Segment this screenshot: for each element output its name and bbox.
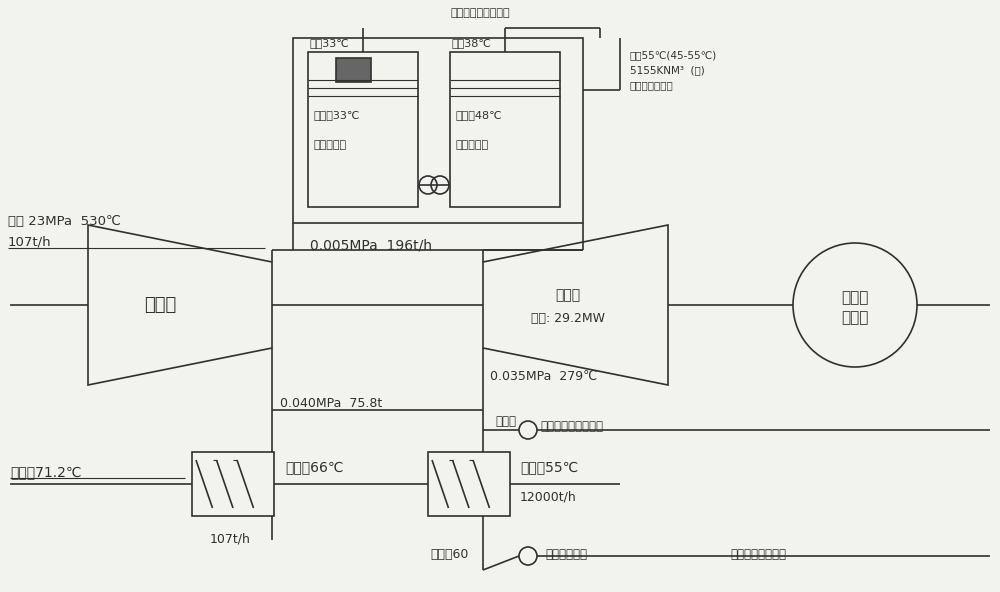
Text: 冷却水48℃: 冷却水48℃: [455, 110, 502, 120]
Text: 107t/h: 107t/h: [8, 235, 52, 248]
Text: 一级蒸发器: 一级蒸发器: [455, 140, 488, 150]
Text: 锅炉腔低温热气调速: 锅炉腔低温热气调速: [450, 8, 510, 18]
Text: 电动机: 电动机: [841, 310, 869, 326]
Text: 0.035MPa  279℃: 0.035MPa 279℃: [490, 370, 597, 383]
Text: 汽轮机: 汽轮机: [144, 296, 176, 314]
Text: 乏气33℃: 乏气33℃: [310, 38, 350, 48]
Text: 0.005MPa  196t/h: 0.005MPa 196t/h: [310, 238, 432, 252]
Text: 低盐分水回收利用: 低盐分水回收利用: [730, 548, 786, 561]
Bar: [428, 452, 510, 516]
Text: 锅炉腔低温热气: 锅炉腔低温热气: [630, 80, 674, 90]
Text: 热网水60: 热网水60: [430, 548, 468, 561]
Text: 5155KNM³  (副): 5155KNM³ (副): [630, 65, 705, 75]
Text: 一级蒸发器: 一级蒸发器: [313, 140, 346, 150]
Bar: [450, 52, 560, 207]
Text: 热网水55℃: 热网水55℃: [520, 460, 578, 474]
Text: 热气55℃(45-55℃): 热气55℃(45-55℃): [630, 50, 717, 60]
Text: 蒸气38℃: 蒸气38℃: [452, 38, 492, 48]
Bar: [336, 58, 371, 82]
Text: 蒸汽 23MPa  530℃: 蒸汽 23MPa 530℃: [8, 215, 121, 228]
Text: 压缩机: 压缩机: [555, 288, 581, 302]
Text: 12000t/h: 12000t/h: [520, 490, 577, 503]
Text: 热网水71.2℃: 热网水71.2℃: [10, 465, 82, 479]
Text: 功率: 29.2MW: 功率: 29.2MW: [531, 311, 605, 324]
Text: 不凝结气体排入大气: 不凝结气体排入大气: [540, 420, 603, 433]
Bar: [192, 452, 274, 516]
Bar: [308, 52, 418, 207]
Text: 热网水66℃: 热网水66℃: [285, 460, 344, 474]
Text: 加热器疏水泵: 加热器疏水泵: [545, 548, 587, 561]
Text: 冷却水33℃: 冷却水33℃: [313, 110, 359, 120]
Text: 真空泵: 真空泵: [495, 415, 516, 428]
Text: 发电机: 发电机: [841, 291, 869, 305]
Bar: [293, 38, 583, 223]
Text: 0.040MPa  75.8t: 0.040MPa 75.8t: [280, 397, 382, 410]
Text: 107t/h: 107t/h: [210, 533, 251, 546]
